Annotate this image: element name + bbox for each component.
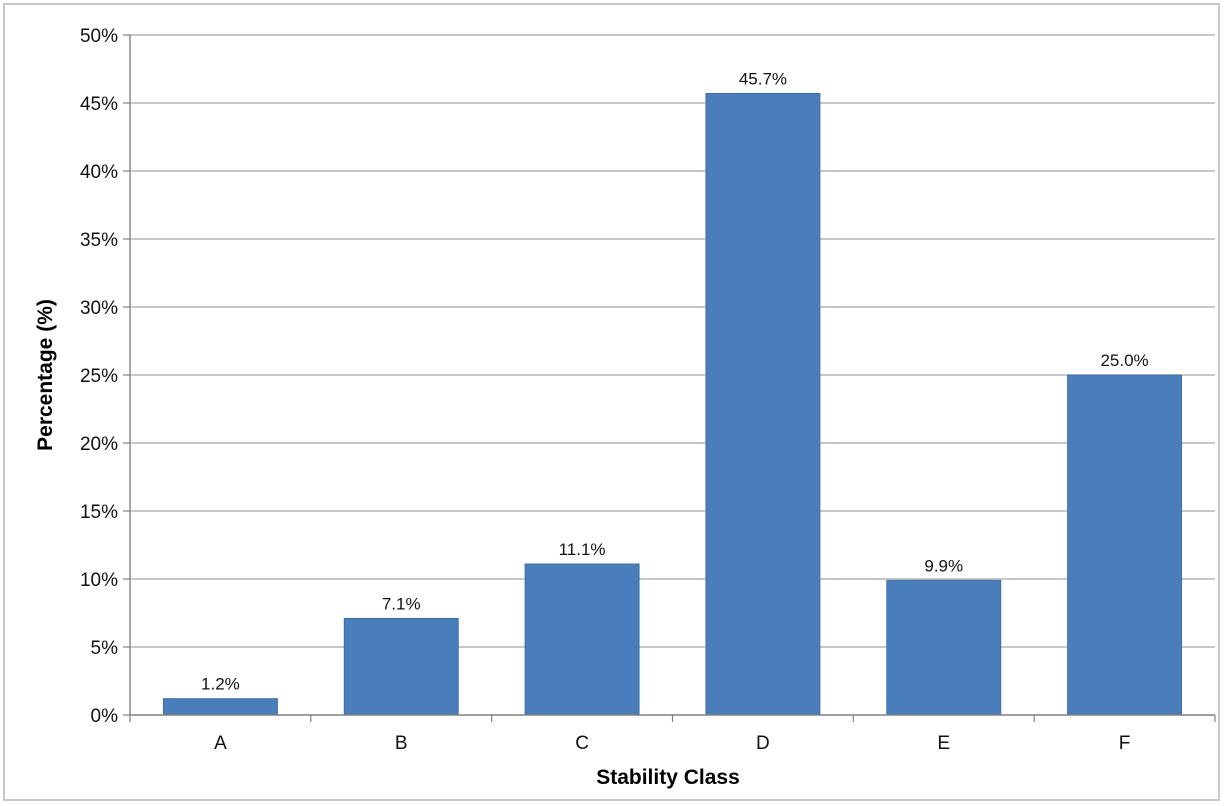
y-tick-label: 30% [80, 298, 118, 319]
x-tick-label: E [937, 733, 950, 754]
x-axis-title: Stability Class [596, 766, 740, 789]
bar-b [343, 617, 459, 716]
y-tick-label: 35% [80, 230, 118, 251]
y-axis-title: Percentage (%) [34, 299, 57, 451]
x-tick-label: B [395, 733, 408, 754]
x-tick-label: F [1119, 733, 1131, 754]
gridlines [130, 34, 1215, 648]
data-label: 45.7% [739, 69, 787, 88]
bar-c [524, 563, 640, 716]
y-tick-label: 0% [91, 706, 119, 727]
axes [123, 34, 1216, 722]
labels: 0% 5% 10% 15% 20% 25% 30% 35% 40% 45% 50% 1.2% A 7.1%… [80, 26, 1149, 754]
y-tick-label: 50% [80, 26, 118, 47]
bar-e [886, 579, 1002, 716]
x-tick-label: D [756, 733, 770, 754]
y-tick-label: 45% [80, 94, 118, 115]
bar-f [1067, 374, 1183, 716]
data-label: 1.2% [201, 675, 240, 694]
data-label: 9.9% [924, 556, 963, 575]
y-tick-label: 40% [80, 162, 118, 183]
x-tick-label: A [214, 733, 227, 754]
y-tick-label: 5% [91, 638, 119, 659]
data-label: 7.1% [382, 594, 421, 613]
data-label: 25.0% [1100, 351, 1148, 370]
y-tick-label: 25% [80, 366, 118, 387]
y-tick-label: 15% [80, 502, 118, 523]
y-tick-label: 10% [80, 570, 118, 591]
bar-a [162, 698, 278, 716]
x-tick-label: C [575, 733, 589, 754]
bars [162, 92, 1183, 716]
data-label: 11.1% [559, 540, 606, 559]
y-tick-label: 20% [80, 434, 118, 455]
bar-d [705, 92, 821, 716]
